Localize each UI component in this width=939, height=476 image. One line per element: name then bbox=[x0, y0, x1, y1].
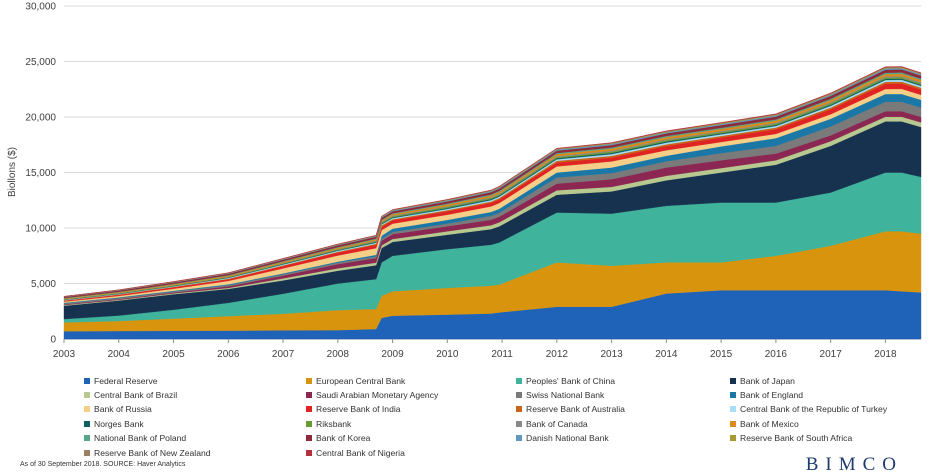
legend-label: Riksbank bbox=[316, 418, 352, 429]
legend-item: Federal Reserve bbox=[84, 374, 306, 387]
legend-label: Central Bank of the Republic of Turkey bbox=[740, 404, 888, 415]
source-note: As of 30 September 2018. SOURCE: Haver A… bbox=[20, 461, 186, 468]
legend-swatch bbox=[730, 406, 736, 413]
legend-swatch bbox=[306, 435, 312, 442]
legend-item: Reserve Bank of India bbox=[306, 403, 516, 416]
x-tick-label: 2014 bbox=[655, 349, 678, 360]
legend-label: Saudi Arabian Monetary Agency bbox=[316, 390, 439, 401]
legend-swatch bbox=[516, 435, 522, 442]
legend-swatch bbox=[84, 392, 90, 399]
legend-swatch bbox=[306, 420, 312, 427]
x-tick-label: 2007 bbox=[272, 349, 295, 360]
legend-swatch bbox=[84, 449, 90, 456]
legend-label: Bank of Mexico bbox=[740, 418, 799, 429]
y-axis-label: Biollons ($) bbox=[7, 147, 18, 197]
legend-item: Bank of Russia bbox=[84, 403, 306, 416]
legend-label: Federal Reserve bbox=[94, 375, 158, 386]
legend-swatch bbox=[730, 392, 736, 399]
y-tick-label: 10,000 bbox=[25, 224, 56, 235]
legend-label: National Bank of Poland bbox=[94, 433, 187, 444]
legend-label: European Central Bank bbox=[316, 375, 406, 386]
x-tick-label: 2011 bbox=[491, 349, 513, 360]
legend-item: Swiss National Bank bbox=[516, 388, 730, 401]
x-tick-label: 2016 bbox=[765, 349, 788, 360]
x-tick-label: 2009 bbox=[381, 349, 404, 360]
legend-label: Bank of England bbox=[740, 390, 804, 401]
x-tick-label: 2012 bbox=[546, 349, 569, 360]
legend-swatch bbox=[306, 392, 312, 399]
legend-item: Reserve Bank of South Africa bbox=[730, 432, 930, 445]
legend-item: Reserve Bank of New Zealand bbox=[84, 446, 306, 459]
legend-label: Swiss National Bank bbox=[526, 390, 605, 401]
x-axis: 2003 2004 2005 2006 2007 2008 2009 2010 2011 2012… bbox=[53, 339, 897, 360]
y-tick-label: 15,000 bbox=[25, 168, 56, 179]
legend-item: Central Bank of the Republic of Turkey bbox=[730, 403, 930, 416]
legend-swatch bbox=[516, 420, 522, 427]
legend-swatch bbox=[516, 392, 522, 399]
legend-label: Central Bank of Brazil bbox=[94, 390, 178, 401]
area-series-group bbox=[63, 66, 922, 340]
y-tick-label: 25,000 bbox=[25, 57, 56, 68]
legend-item: Reserve Bank of Australia bbox=[516, 403, 730, 416]
legend-swatch bbox=[306, 377, 312, 384]
legend-swatch bbox=[306, 406, 312, 413]
stacked-area-chart: 0 5,000 10,000 15,000 20,000 25,000 30,000 200… bbox=[7, 2, 922, 360]
y-tick-label: 30,000 bbox=[25, 2, 56, 13]
legend-label: Peoples' Bank of China bbox=[526, 375, 616, 386]
legend-item: Danish National Bank bbox=[516, 432, 730, 445]
legend-item: Bank of Mexico bbox=[730, 417, 930, 430]
x-tick-label: 2010 bbox=[436, 349, 459, 360]
legend-label: Bank of Korea bbox=[316, 433, 371, 444]
legend-swatch bbox=[84, 420, 90, 427]
legend-swatch bbox=[516, 406, 522, 413]
legend-item: Peoples' Bank of China bbox=[516, 374, 730, 387]
y-tick-label: 0 bbox=[50, 335, 56, 346]
legend-label: Reserve Bank of India bbox=[316, 404, 401, 415]
bimco-logo: BIMCO bbox=[805, 454, 903, 475]
legend-label: Central Bank of Nigeria bbox=[316, 447, 405, 458]
legend-label: Norges Bank bbox=[94, 418, 144, 429]
legend-item: Bank of Korea bbox=[306, 432, 516, 445]
legend-label: Reserve Bank of South Africa bbox=[740, 433, 853, 444]
legend-swatch bbox=[730, 420, 736, 427]
legend-swatch bbox=[84, 435, 90, 442]
legend-swatch bbox=[730, 435, 736, 442]
legend-label: Danish National Bank bbox=[526, 433, 609, 444]
x-tick-label: 2008 bbox=[327, 349, 350, 360]
legend-label: Bank of Russia bbox=[94, 404, 152, 415]
legend-item: Central Bank of Nigeria bbox=[306, 446, 516, 459]
legend-item: Bank of England bbox=[730, 388, 930, 401]
x-tick-label: 2013 bbox=[600, 349, 623, 360]
legend-item: Bank of Canada bbox=[516, 417, 730, 430]
legend: Federal Reserve European Central Bank Peop… bbox=[84, 374, 924, 459]
y-axis: 0 5,000 10,000 15,000 20,000 25,000 30,000 bbox=[25, 2, 56, 346]
legend-label: Bank of Canada bbox=[526, 418, 588, 429]
x-tick-label: 2018 bbox=[874, 349, 897, 360]
x-tick-label: 2004 bbox=[108, 349, 131, 360]
x-tick-label: 2006 bbox=[217, 349, 240, 360]
legend-swatch bbox=[306, 449, 312, 456]
legend-item: European Central Bank bbox=[306, 374, 516, 387]
legend-item: National Bank of Poland bbox=[84, 432, 306, 445]
y-tick-label: 5,000 bbox=[31, 279, 56, 290]
legend-item: Riksbank bbox=[306, 417, 516, 430]
x-tick-label: 2015 bbox=[710, 349, 733, 360]
legend-item: Saudi Arabian Monetary Agency bbox=[306, 388, 516, 401]
legend-swatch bbox=[84, 377, 90, 384]
x-tick-label: 2017 bbox=[820, 349, 843, 360]
y-tick-label: 20,000 bbox=[25, 113, 56, 124]
legend-swatch bbox=[84, 406, 90, 413]
x-tick-label: 2005 bbox=[162, 349, 185, 360]
legend-label: Reserve Bank of New Zealand bbox=[94, 447, 211, 458]
x-tick-label: 2003 bbox=[53, 349, 76, 360]
legend-label: Bank of Japan bbox=[740, 375, 795, 386]
area-series-central-bank-of-nigeria bbox=[63, 66, 922, 297]
legend-label: Reserve Bank of Australia bbox=[526, 404, 625, 415]
legend-swatch bbox=[516, 377, 522, 384]
legend-swatch bbox=[730, 377, 736, 384]
legend-item: Central Bank of Brazil bbox=[84, 388, 306, 401]
legend-item: Bank of Japan bbox=[730, 374, 930, 387]
legend-item: Norges Bank bbox=[84, 417, 306, 430]
